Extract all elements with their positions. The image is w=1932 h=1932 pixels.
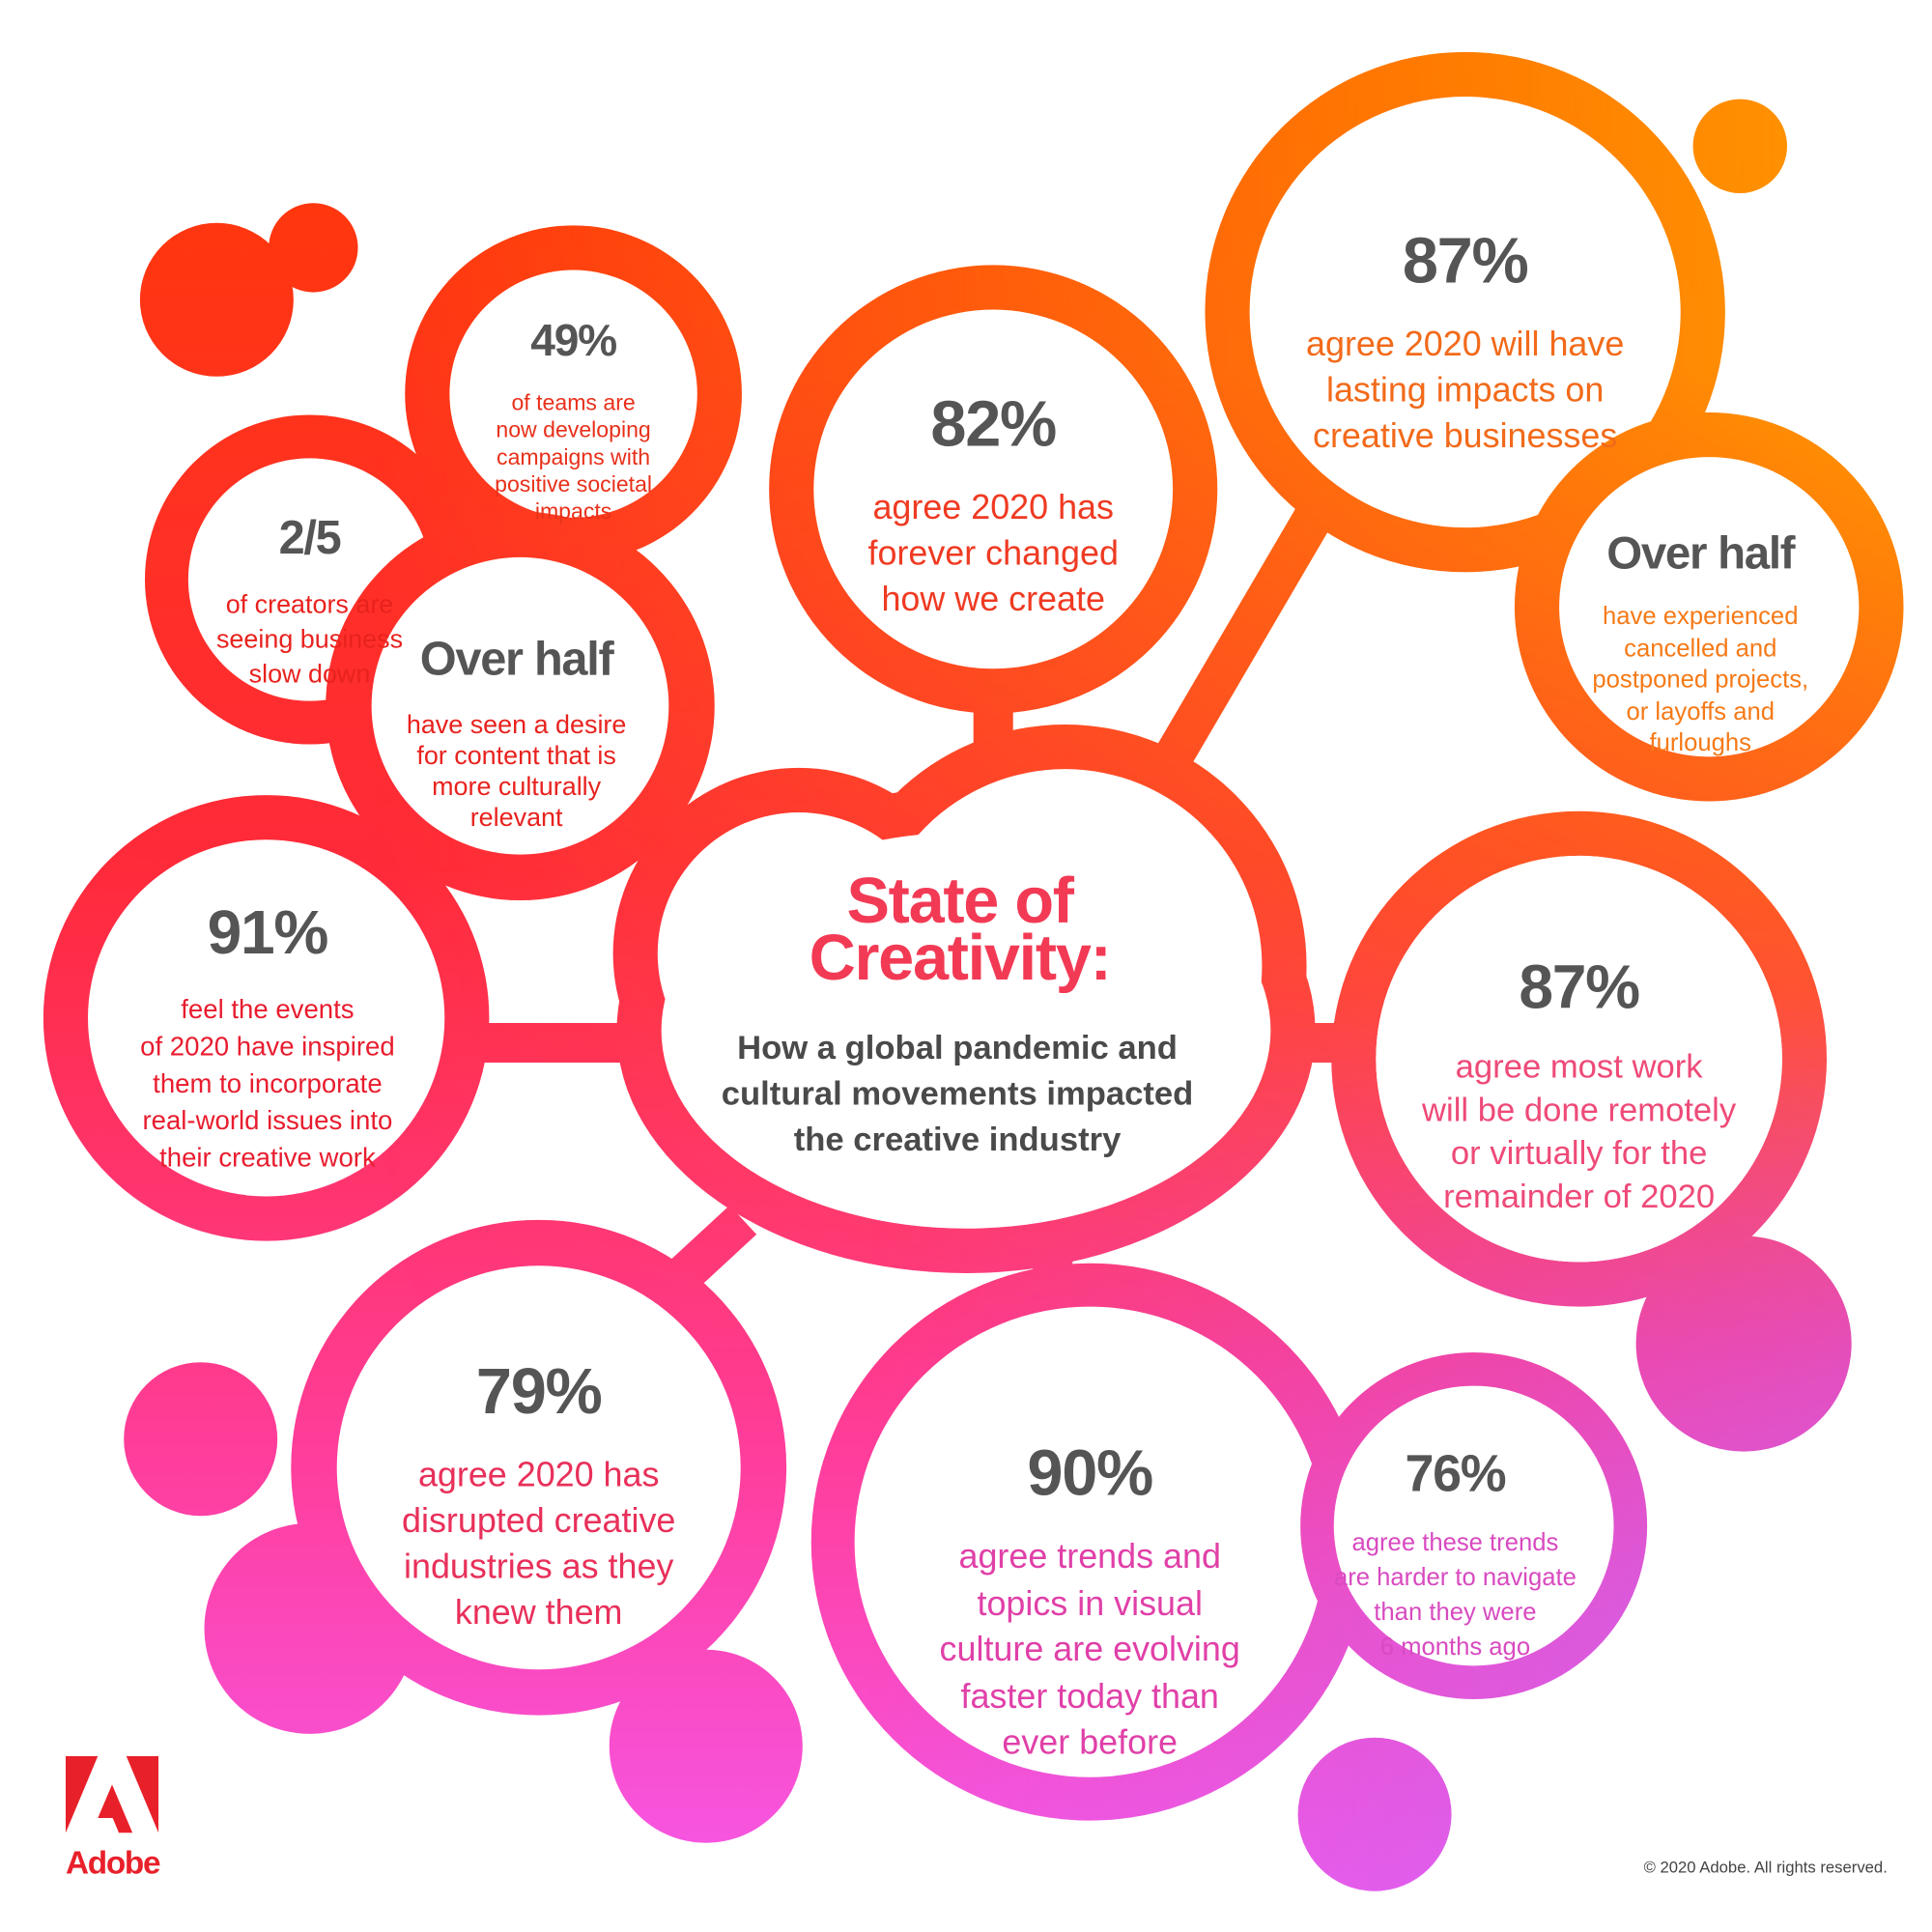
stat-text: feel the events of 2020 have inspired th… — [140, 994, 395, 1174]
stat-82-percent: 82% agree 2020 has forever changed how w… — [867, 365, 1118, 643]
stat-value: 2/5 — [278, 512, 342, 565]
stat-90-percent: 90% agree trends and topics in visual cu… — [940, 1414, 1240, 1788]
stat-value: 79% — [475, 1355, 603, 1429]
stat-value: Over half — [419, 634, 614, 687]
stat-91-percent: 91% feel the events of 2020 have inspire… — [140, 874, 395, 1199]
stat-49-percent: 49% of teams are now developing campaign… — [495, 293, 652, 548]
stat-value: 91% — [207, 897, 329, 968]
stat-value: 82% — [930, 388, 1057, 461]
stat-text: of creators are seeing business slow dow… — [215, 590, 404, 689]
stat-text: of teams are now developing campaigns wi… — [495, 389, 653, 525]
stat-87-percent-lasting: 87% agree 2020 will have lasting impacts… — [1306, 202, 1624, 480]
stat-76-percent: 76% agree these trends are harder to nav… — [1334, 1422, 1577, 1687]
stat-text: have seen a desire for content that is m… — [406, 710, 627, 833]
stat-text: agree these trends are harder to navigat… — [1333, 1529, 1577, 1662]
stat-text: agree most work will be done remotely or… — [1422, 1047, 1737, 1215]
stat-value: 87% — [1519, 952, 1640, 1022]
stat-value: 76% — [1405, 1443, 1506, 1503]
stat-87-percent-remote: 87% agree most work will be done remotel… — [1422, 929, 1736, 1241]
stat-text: agree 2020 has forever changed how we cr… — [867, 488, 1119, 618]
stat-value: 49% — [530, 314, 617, 366]
stat-over-half-cancelled: Over half have experienced cancelled and… — [1592, 505, 1808, 782]
stat-text: agree 2020 will have lasting impacts on … — [1306, 324, 1625, 455]
stat-value: 87% — [1402, 225, 1529, 298]
stat-text: agree 2020 has disrupted creative indust… — [402, 1455, 676, 1632]
stat-2-of-5: 2/5 of creators are seeing business slow… — [216, 491, 403, 715]
adobe-logo: Adobe — [65, 1755, 161, 1883]
stat-text: agree trends and topics in visual cultur… — [939, 1537, 1240, 1762]
copyright: © 2020 Adobe. All rights reserved. — [1643, 1858, 1888, 1877]
stat-value: 90% — [1027, 1437, 1153, 1510]
page-title: State of Creativity: — [809, 866, 1112, 995]
page-subtitle: How a global pandemic and cultural movem… — [721, 1029, 1194, 1158]
adobe-wordmark: Adobe — [65, 1843, 161, 1882]
stat-text: have experienced cancelled and postponed… — [1592, 603, 1809, 757]
adobe-logo-icon — [65, 1755, 159, 1833]
stat-over-half-culture: Over half have seen a desire for content… — [407, 611, 627, 856]
stat-value: Over half — [1606, 527, 1795, 579]
stat-79-percent: 79% agree 2020 has disrupted creative in… — [402, 1332, 675, 1657]
